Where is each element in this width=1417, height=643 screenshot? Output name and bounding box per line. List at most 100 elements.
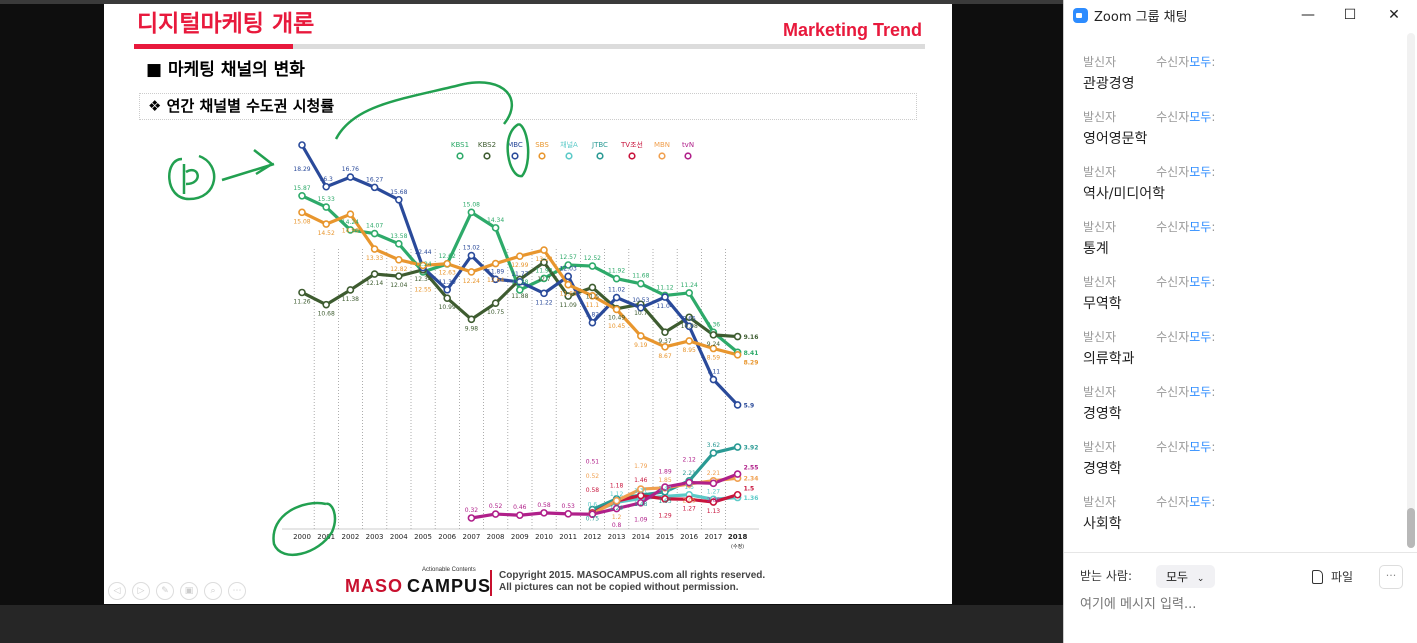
data-point: [661, 343, 669, 351]
data-point: [540, 258, 548, 267]
sender-label: 발신자: [1083, 110, 1117, 124]
data-label: 11.1: [586, 302, 600, 309]
data-label: 12.24: [414, 261, 431, 268]
message-text: 사회학: [1083, 516, 1122, 532]
recipient-everyone[interactable]: 모두: [1189, 165, 1212, 179]
more-icon[interactable]: ⋯: [228, 582, 246, 600]
recipient-everyone[interactable]: 모두: [1189, 385, 1212, 399]
data-label: 18.29: [293, 166, 310, 173]
chevron-down-icon: ⌄: [1196, 574, 1205, 584]
data-point: [661, 293, 669, 301]
x-tick-label: 2007: [462, 533, 480, 541]
more-options-button[interactable]: ···: [1379, 565, 1403, 589]
scrollbar[interactable]: [1407, 33, 1415, 548]
recipient-everyone[interactable]: 모두: [1189, 55, 1212, 69]
legend-marker: [684, 152, 692, 160]
data-point: [467, 208, 476, 217]
recipient-label: 수신자: [1156, 385, 1190, 399]
data-label: 1.79: [634, 463, 648, 470]
maximize-button[interactable]: ☐: [1343, 7, 1357, 23]
data-label: 14.99: [342, 228, 359, 235]
sender-label: 발신자: [1083, 440, 1117, 454]
sender-label: 발신자: [1083, 385, 1117, 399]
data-label: 11.38: [511, 279, 528, 286]
data-point: [709, 344, 718, 353]
data-label: 8.59: [707, 355, 721, 362]
data-label: 2.21: [683, 470, 697, 477]
recipient-label: 수신자: [1156, 220, 1190, 234]
data-point: [636, 485, 645, 493]
prev-slide-icon[interactable]: ◁: [108, 582, 126, 600]
data-point: [515, 252, 524, 260]
recipient-label: 받는 사람:: [1080, 569, 1133, 583]
recipient-everyone[interactable]: 모두: [1189, 110, 1212, 124]
data-label: 0.8: [612, 522, 622, 529]
message-input[interactable]: [1080, 597, 1400, 612]
legend-marker: [658, 152, 666, 160]
x-tick-label: 2006: [438, 533, 456, 541]
data-point: [612, 305, 621, 314]
recipient-dropdown[interactable]: 모두 ⌄: [1156, 565, 1215, 588]
x-tick-label: 2009: [511, 533, 529, 541]
data-label: 16.3: [320, 176, 334, 183]
data-label: 1.09: [634, 516, 648, 523]
data-point: [709, 498, 718, 506]
pen-icon[interactable]: ✎: [156, 582, 174, 600]
scrollbar-thumb[interactable]: [1407, 508, 1415, 548]
data-label: 12.55: [414, 286, 431, 293]
data-label: 12.99: [511, 262, 528, 269]
zoom-icon[interactable]: ⌕: [204, 582, 222, 600]
recipient-everyone[interactable]: 모두: [1189, 275, 1212, 289]
data-point: [515, 511, 524, 520]
slides-icon[interactable]: ▣: [180, 582, 198, 600]
data-point: [709, 375, 718, 384]
recipient-everyone[interactable]: 모두: [1189, 440, 1212, 454]
data-label: 1.13: [707, 508, 721, 515]
file-button[interactable]: 파일: [1312, 568, 1353, 585]
chat-message: 발신자 수신자 모두: 통계: [1083, 220, 1215, 258]
legend-label: KBS2: [478, 141, 496, 149]
data-point: [491, 224, 500, 232]
data-label: 15.08: [293, 218, 310, 225]
recipient-everyone[interactable]: 모두: [1189, 330, 1212, 344]
data-label: 12.14: [366, 280, 383, 287]
data-label: 1.12: [610, 491, 624, 498]
recipient-label: 수신자: [1156, 330, 1190, 344]
data-label: 14.34: [487, 217, 504, 224]
data-point: [685, 337, 694, 345]
data-label: 16.27: [366, 176, 383, 183]
recipient-everyone[interactable]: 모두: [1189, 220, 1212, 234]
data-point: [322, 203, 330, 211]
x-tick-label: 2017: [704, 533, 722, 541]
legend-label: KBS1: [451, 141, 469, 149]
data-label: 1.46: [634, 477, 648, 484]
logo-maso: MASO: [345, 576, 403, 596]
data-label: 15.68: [390, 189, 407, 196]
chat-message-list[interactable]: 발신자 수신자 모두: 관광경영 발신자 수신자 모두: 영어영문학 발신자 수신자 모두: 역사/미…: [1064, 30, 1404, 550]
data-label: 10.08: [681, 323, 698, 330]
legend-marker: [628, 152, 636, 160]
sender-label: 발신자: [1083, 495, 1117, 509]
minimize-button[interactable]: —: [1301, 7, 1315, 23]
data-label: 0.51: [586, 458, 600, 465]
data-label: 11.89: [487, 268, 504, 275]
data-label: 14.24: [342, 219, 359, 226]
data-label: 11.12: [656, 284, 673, 291]
recipient-label: 수신자: [1156, 165, 1190, 179]
data-label: 0.75: [586, 516, 600, 523]
recipient-everyone[interactable]: 모두: [1189, 495, 1212, 509]
data-label: 0.46: [513, 504, 527, 511]
data-point: [346, 210, 355, 219]
data-label: 0.32: [465, 507, 479, 514]
data-label: 12.03: [560, 265, 577, 272]
data-point: [491, 275, 500, 284]
colon: :: [1211, 110, 1216, 124]
next-slide-icon[interactable]: ▷: [132, 582, 150, 600]
data-point: [612, 293, 621, 302]
x-tick-label: 2000: [293, 533, 311, 541]
colon: :: [1211, 165, 1216, 179]
data-point: [612, 504, 621, 513]
close-button[interactable]: ✕: [1388, 7, 1400, 23]
data-label: 10.49: [608, 315, 625, 322]
data-point: [419, 261, 427, 270]
